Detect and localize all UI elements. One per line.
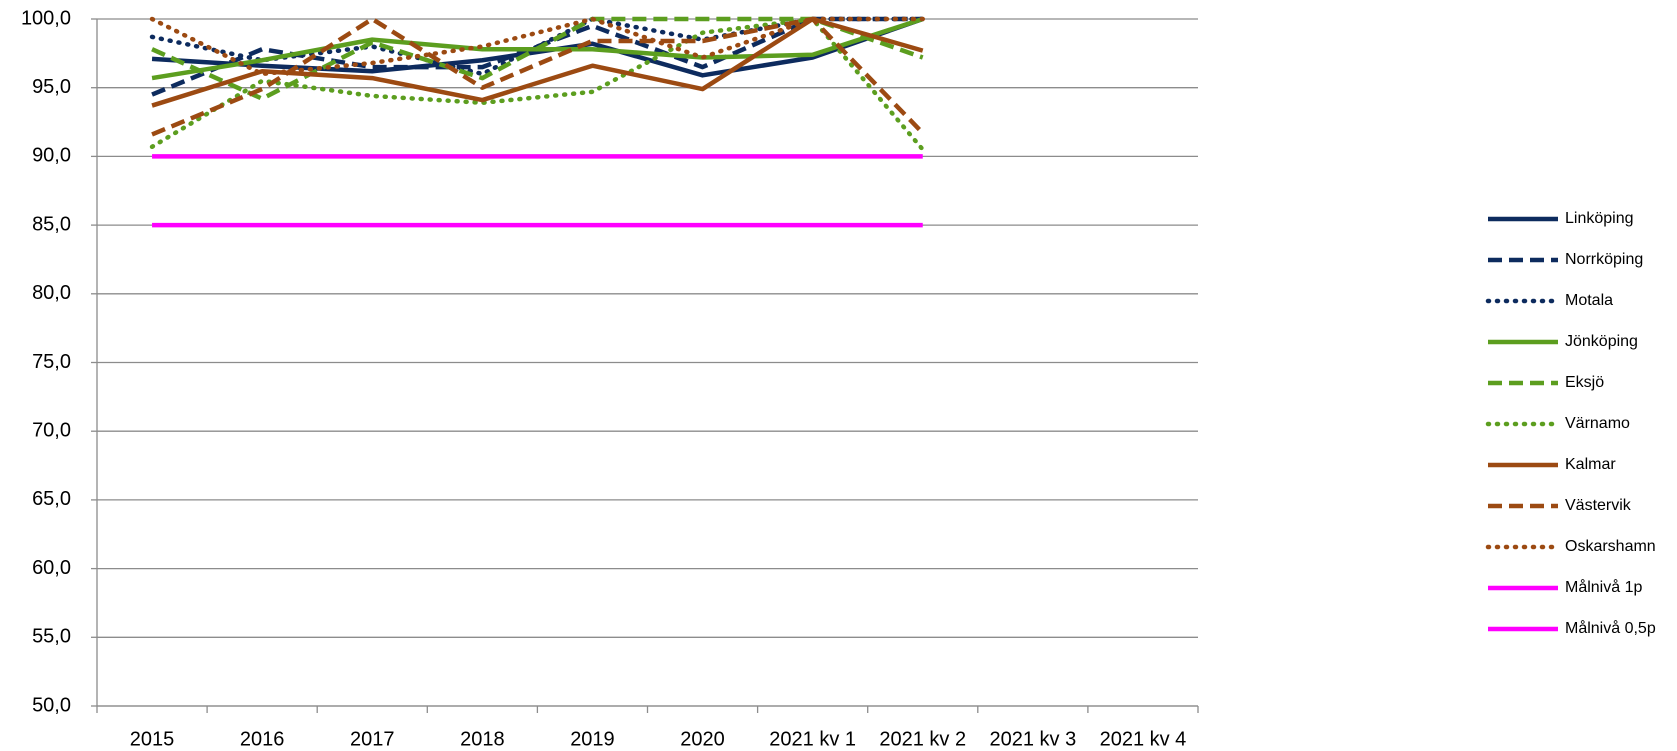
x-tick-label: 2020 [680, 728, 725, 750]
y-tick-label: 60,0 [32, 557, 71, 579]
y-tick-label: 75,0 [32, 351, 71, 373]
legend-label: Motala [1565, 292, 1613, 309]
legend-label: Jönköping [1565, 333, 1638, 350]
x-tick-label: 2015 [130, 728, 175, 750]
y-tick-label: 50,0 [32, 694, 71, 716]
x-tick-label: 2021 kv 3 [989, 728, 1076, 750]
y-tick-label: 65,0 [32, 488, 71, 510]
x-tick-label: 2019 [570, 728, 615, 750]
legend-label: Linköping [1565, 210, 1634, 227]
legend-label: Värnamo [1565, 415, 1630, 432]
legend-label: Målnivå 1p [1565, 578, 1642, 596]
y-tick-label: 100,0 [21, 7, 71, 29]
y-tick-label: 70,0 [32, 419, 71, 441]
legend-label: Målnivå 0,5p [1565, 619, 1656, 637]
x-tick-label: 2021 kv 1 [769, 728, 856, 750]
legend-label: Västervik [1565, 497, 1632, 514]
legend-label: Oskarshamn [1565, 538, 1656, 555]
series-line [151, 16, 924, 108]
x-tick-label: 2016 [240, 728, 285, 750]
series-line [151, 16, 924, 101]
series-line [151, 16, 925, 137]
y-tick-label: 55,0 [32, 626, 71, 648]
x-tick-label: 2018 [460, 728, 505, 750]
series-line [151, 16, 924, 78]
legend-label: Norrköping [1565, 251, 1643, 268]
legend-label: Eksjö [1565, 374, 1604, 391]
x-tick-label: 2017 [350, 728, 395, 750]
legend-label: Kalmar [1565, 456, 1616, 473]
y-tick-label: 90,0 [32, 145, 71, 167]
x-tick-label: 2021 kv 4 [1100, 728, 1187, 750]
x-tick-label: 2021 kv 2 [879, 728, 966, 750]
y-tick-label: 80,0 [32, 282, 71, 304]
y-tick-label: 95,0 [32, 76, 71, 98]
y-tick-label: 85,0 [32, 213, 71, 235]
